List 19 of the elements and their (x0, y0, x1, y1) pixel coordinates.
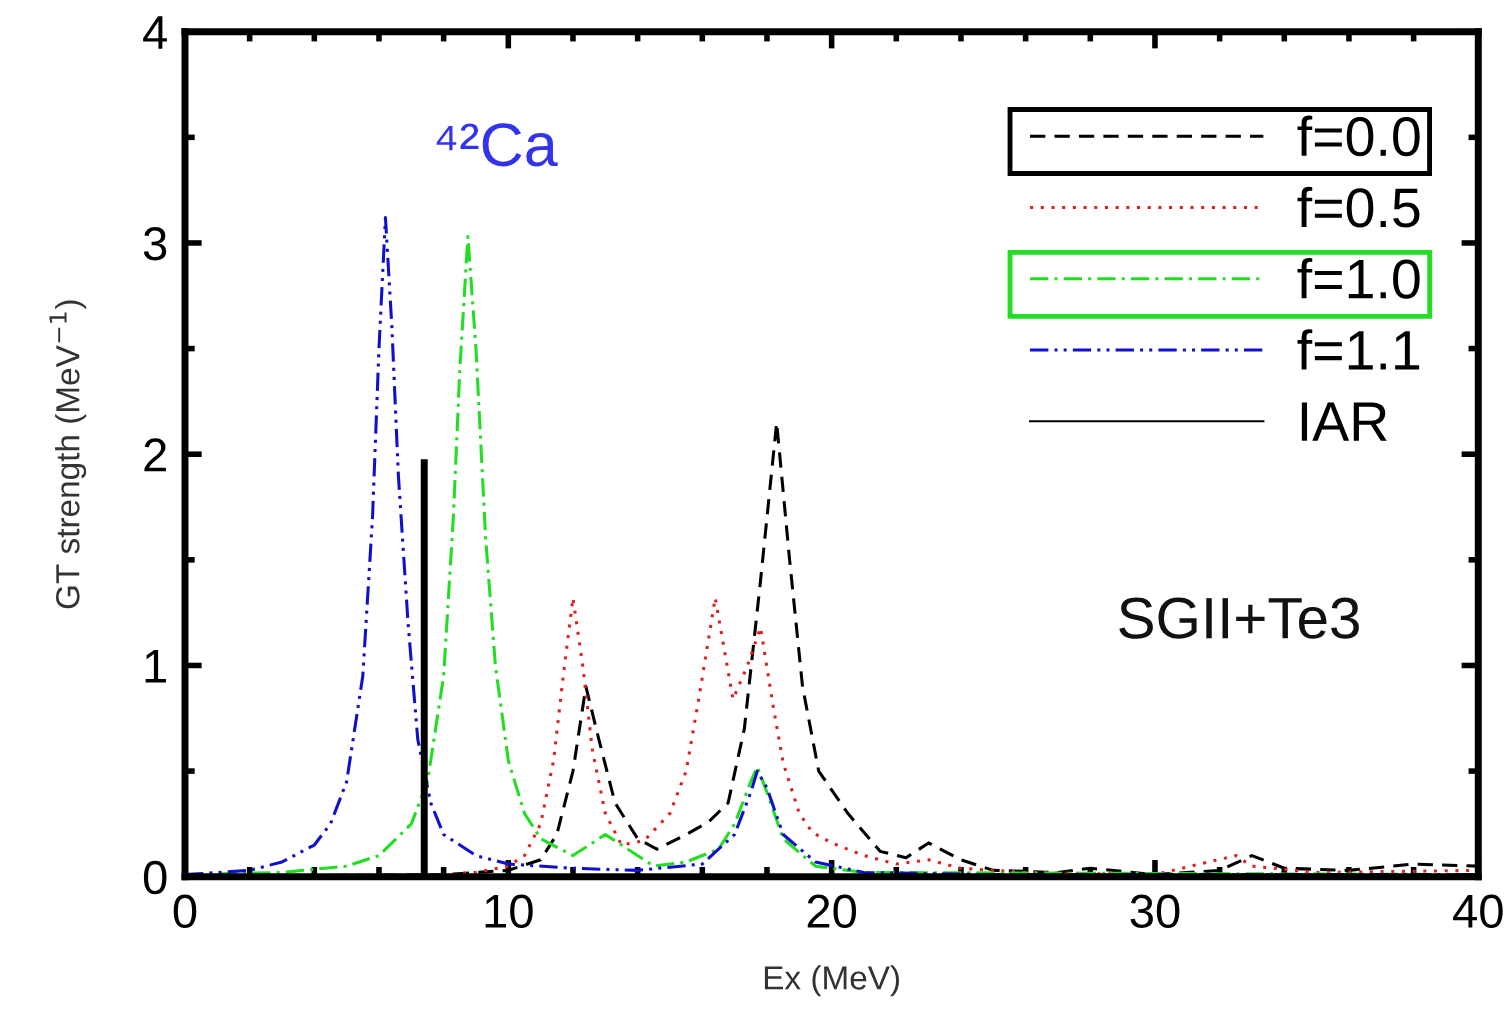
y-tick-label: 0 (143, 860, 167, 895)
x-tick-label: 10 (485, 894, 533, 929)
y-tick-label: 2 (144, 438, 166, 472)
x-tick-label: 20 (807, 894, 857, 929)
x-axis-title: Ex (MeV) (764, 965, 900, 997)
x-tick-label: 0 (173, 894, 197, 929)
legend-label: f=1.0 (1297, 258, 1420, 299)
x-tick-label: 40 (1453, 894, 1503, 929)
legend-label: f=0.5 (1297, 186, 1420, 228)
legend-label: f=0.0 (1297, 115, 1420, 157)
y-tick-label: 3 (143, 227, 167, 261)
legend-label: IAR (1301, 402, 1387, 441)
annotation: SGII+Te3 (1119, 597, 1359, 639)
y-axis-title: GT strength (MeV$^{−1}$) (49, 300, 87, 609)
annotation: ⁴²Ca (436, 123, 558, 167)
legend-label: f=1.1 (1297, 329, 1420, 370)
x-tick-label: 30 (1130, 894, 1180, 929)
y-tick-label: 1 (145, 650, 167, 683)
y-tick-label: 4 (143, 16, 167, 49)
